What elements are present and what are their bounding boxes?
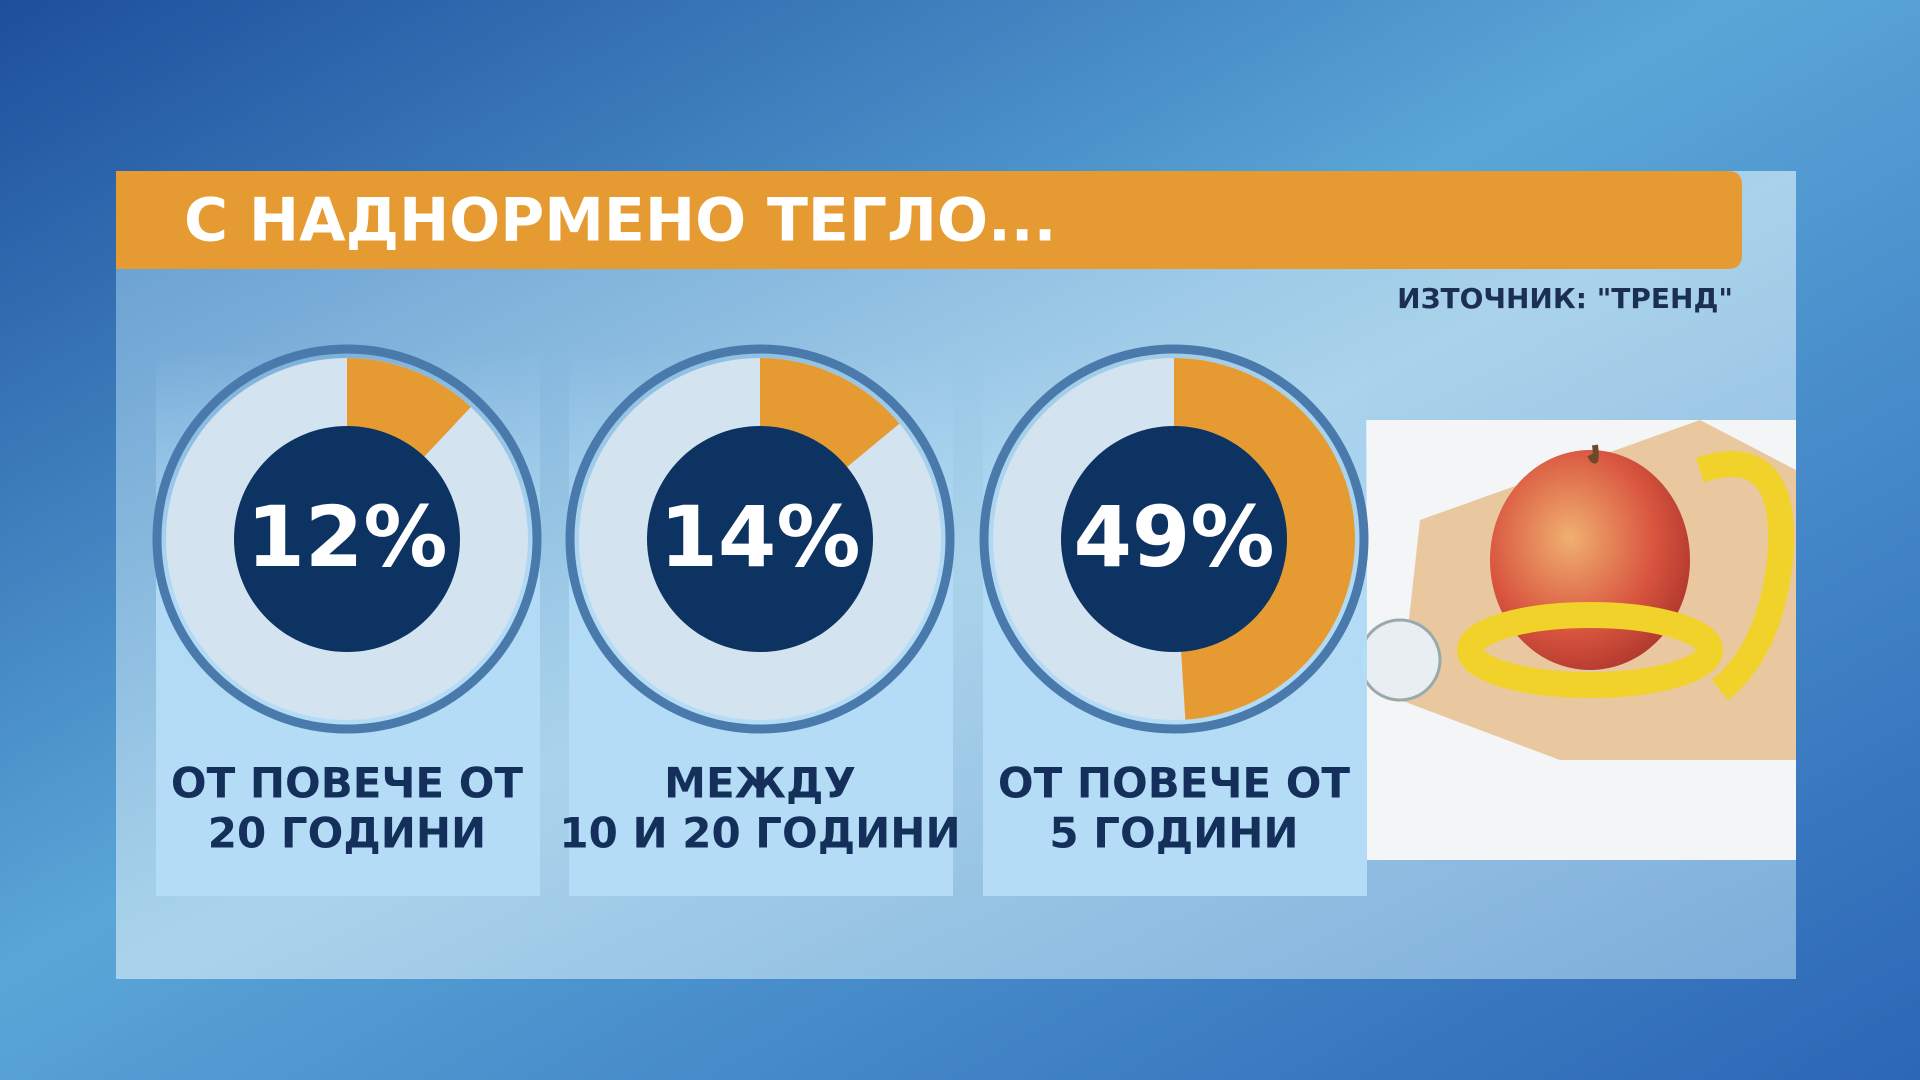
donut-hole (1061, 426, 1287, 652)
illustration (1358, 420, 1796, 860)
category-label: ОТ ПОВЕЧЕ ОТ (998, 759, 1350, 808)
title: С НАДНОРМЕНО ТЕГЛО... (184, 186, 1056, 256)
outer-ring (565, 344, 955, 734)
value-label: 12% (246, 488, 447, 586)
donut-hole (647, 426, 873, 652)
category-label: 5 ГОДИНИ (1049, 809, 1298, 858)
category-label: ОТ ПОВЕЧЕ ОТ (171, 759, 523, 808)
outer-ring (979, 344, 1369, 734)
title-bar (116, 171, 1742, 269)
value-label: 49% (1073, 488, 1274, 586)
category-label: 10 И 20 ГОДИНИ (559, 809, 960, 858)
source: ИЗТОЧНИК: "ТРЕНД" (1397, 282, 1733, 315)
category-label: 20 ГОДИНИ (208, 809, 486, 858)
outer-ring (152, 344, 542, 734)
donut-hole (234, 426, 460, 652)
value-label: 14% (659, 488, 860, 586)
category-label: МЕЖДУ (664, 759, 856, 808)
